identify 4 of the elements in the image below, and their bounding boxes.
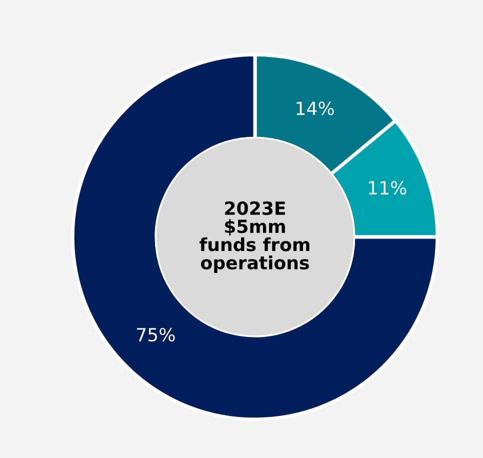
text: 2023E $5mm funds from operations <box>200 201 310 273</box>
data-label: 11% <box>369 181 406 195</box>
data-label: 75% <box>137 328 175 342</box>
data-label: 14% <box>296 102 334 116</box>
